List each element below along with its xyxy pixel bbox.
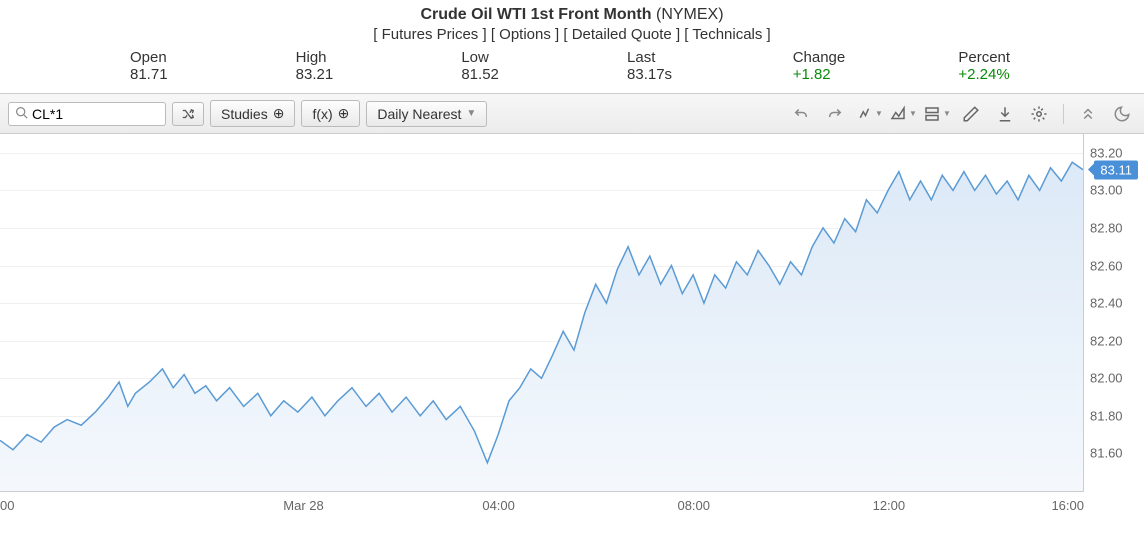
y-tick-label: 81.80: [1090, 408, 1123, 423]
chart-area[interactable]: 81.60 81.80 82.00 82.20 82.40 82.60 82.80 83.00…: [0, 134, 1144, 529]
x-tick-label: 12:00: [873, 498, 906, 513]
plus-icon: ⊕: [273, 105, 285, 122]
fx-label: f(x): [312, 106, 332, 122]
settings-button[interactable]: [1025, 101, 1053, 127]
stat-value: +1.82: [793, 66, 959, 83]
stat-low: Low 81.52: [461, 49, 627, 83]
y-tick-label: 82.40: [1090, 296, 1123, 311]
stat-open: Open 81.71: [20, 49, 296, 83]
nav-links: [ Futures Prices ] [ Options ] [ Detaile…: [0, 26, 1144, 43]
instrument-title: Crude Oil WTI 1st Front Month: [420, 6, 651, 23]
stat-label: Low: [461, 49, 627, 66]
chevron-down-icon: ▼: [909, 109, 917, 118]
chevron-down-icon: ▼: [943, 109, 951, 118]
chevron-down-icon: ▼: [875, 109, 883, 118]
symbol-input[interactable]: [32, 106, 159, 122]
stat-label: Last: [627, 49, 793, 66]
layout-button[interactable]: ▼: [923, 101, 951, 127]
stat-change: Change +1.82: [793, 49, 959, 83]
y-tick-label: 81.60: [1090, 446, 1123, 461]
collapse-button[interactable]: [1074, 101, 1102, 127]
y-tick-label: 83.00: [1090, 183, 1123, 198]
y-tick-label: 82.60: [1090, 258, 1123, 273]
x-tick-label: 08:00: [677, 498, 710, 513]
redo-button[interactable]: [821, 101, 849, 127]
chevron-down-icon: ▼: [466, 108, 476, 119]
stat-label: Open: [130, 49, 296, 66]
y-tick-label: 83.20: [1090, 145, 1123, 160]
stat-value: +2.24%: [958, 66, 1124, 83]
nav-futures-prices[interactable]: [ Futures Prices ]: [373, 26, 486, 43]
search-icon: [15, 106, 28, 122]
studies-button[interactable]: Studies ⊕: [210, 100, 295, 127]
stat-label: Change: [793, 49, 959, 66]
price-line: [0, 134, 1083, 491]
stat-percent: Percent +2.24%: [958, 49, 1124, 83]
period-dropdown[interactable]: Daily Nearest ▼: [366, 101, 487, 127]
indicators-button[interactable]: ▼: [855, 101, 883, 127]
current-price-tag: 83.11: [1094, 160, 1138, 179]
chart-toolbar: Studies ⊕ f(x) ⊕ Daily Nearest ▼ ▼ ▼ ▼: [0, 93, 1144, 134]
plus-icon: ⊕: [338, 105, 350, 122]
period-label: Daily Nearest: [377, 106, 461, 122]
symbol-search[interactable]: [8, 102, 166, 126]
stat-value: 83.21: [296, 66, 462, 83]
fx-button[interactable]: f(x) ⊕: [301, 100, 360, 127]
exchange-label: (NYMEX): [656, 6, 724, 23]
x-tick-label: 16:00: [1051, 498, 1084, 513]
stats-row: Open 81.71 High 83.21 Low 81.52 Last 83.…: [0, 45, 1144, 93]
compare-button[interactable]: [172, 102, 204, 126]
stat-last: Last 83.17s: [627, 49, 793, 83]
x-tick-label: 00: [0, 498, 14, 513]
separator: [1063, 104, 1064, 124]
nav-technicals[interactable]: [ Technicals ]: [684, 26, 770, 43]
stat-label: High: [296, 49, 462, 66]
download-button[interactable]: [991, 101, 1019, 127]
stat-high: High 83.21: [296, 49, 462, 83]
y-tick-label: 82.00: [1090, 371, 1123, 386]
chart-header: Crude Oil WTI 1st Front Month (NYMEX) [ …: [0, 0, 1144, 45]
shuffle-icon: [181, 107, 195, 121]
draw-button[interactable]: [957, 101, 985, 127]
x-axis: 00 Mar 28 04:00 08:00 12:00 16:00: [0, 491, 1084, 529]
x-tick-label: 04:00: [482, 498, 515, 513]
stat-label: Percent: [958, 49, 1124, 66]
x-tick-label: Mar 28: [283, 498, 323, 513]
undo-button[interactable]: [787, 101, 815, 127]
stat-value: 81.52: [461, 66, 627, 83]
chart-type-button[interactable]: ▼: [889, 101, 917, 127]
stat-value: 83.17s: [627, 66, 793, 83]
y-axis: 81.60 81.80 82.00 82.20 82.40 82.60 82.80 83.00…: [1084, 134, 1144, 491]
studies-label: Studies: [221, 106, 268, 122]
chart-plot[interactable]: [0, 134, 1084, 491]
nav-detailed-quote[interactable]: [ Detailed Quote ]: [563, 26, 680, 43]
y-tick-label: 82.80: [1090, 220, 1123, 235]
theme-button[interactable]: [1108, 101, 1136, 127]
y-tick-label: 82.20: [1090, 333, 1123, 348]
stat-value: 81.71: [130, 66, 296, 83]
nav-options[interactable]: [ Options ]: [491, 26, 559, 43]
